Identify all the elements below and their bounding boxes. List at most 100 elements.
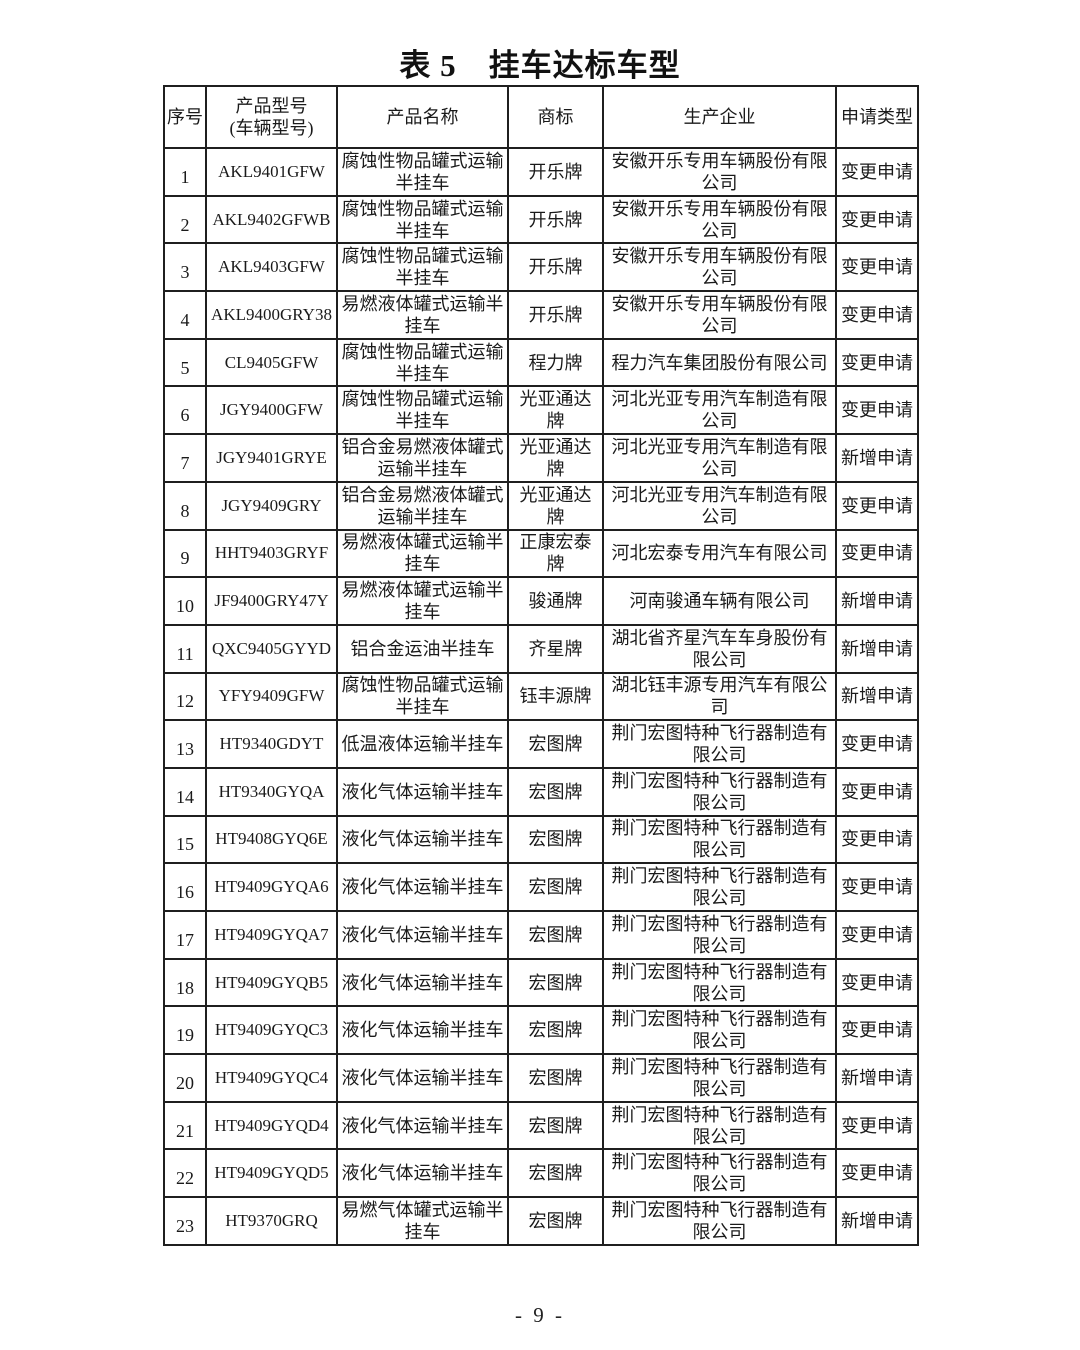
- name-cell: 液化气体运输半挂车: [336, 1148, 509, 1199]
- no-cell: 23: [163, 1196, 207, 1246]
- no-cell: 2: [163, 194, 207, 245]
- apply_type-cell: 变更申请: [835, 480, 919, 531]
- apply_type-cell: 变更申请: [835, 862, 919, 912]
- manufacturer-cell: 荆门宏图特种飞行器制造有限公司: [602, 862, 837, 912]
- name-cell: 腐蚀性物品罐式运输半挂车: [336, 385, 509, 436]
- table-row: 13 HT9340GDYT 低温液体运输半挂车 宏图牌 荆门宏图特种飞行器制造有限公司变…: [163, 719, 919, 769]
- no-cell: 18: [163, 957, 207, 1008]
- apply_type-cell: 新增申请: [835, 1053, 919, 1103]
- brand-cell: 光亚通达牌: [507, 433, 604, 483]
- model-cell: HT9409GYQC4: [205, 1053, 338, 1103]
- manufacturer-cell: 安徽开乐专用车辆股份有限公司: [602, 147, 837, 197]
- name-cell: 铝合金运油半挂车: [336, 623, 509, 674]
- apply_type-cell: 变更申请: [835, 1148, 919, 1199]
- apply_type-cell: 变更申请: [835, 719, 919, 769]
- manufacturer-cell: 荆门宏图特种飞行器制造有限公司: [602, 957, 837, 1008]
- apply_type-cell: 新增申请: [835, 576, 919, 626]
- table-body: 1 AKL9401GFW 腐蚀性物品罐式运输半挂车 开乐牌 安徽开乐专用车辆股份有限公司…: [163, 147, 919, 1246]
- table-row: 20 HT9409GYQC4 液化气体运输半挂车 宏图牌 荆门宏图特种飞行器制造有限公司…: [163, 1053, 919, 1103]
- apply_type-cell: 变更申请: [835, 385, 919, 436]
- manufacturer-cell: 湖北钰丰源专用汽车有限公司: [602, 671, 837, 722]
- brand-cell: 宏图牌: [507, 766, 604, 817]
- model-cell: HHT9403GRYF: [205, 528, 338, 579]
- manufacturer-cell: 河北宏泰专用汽车有限公司: [602, 528, 837, 579]
- apply_type-cell: 变更申请: [835, 337, 919, 388]
- brand-cell: 光亚通达牌: [507, 480, 604, 531]
- name-cell: 腐蚀性物品罐式运输半挂车: [336, 147, 509, 197]
- model-cell: HT9409GYQB5: [205, 957, 338, 1008]
- apply_type-cell: 新增申请: [835, 433, 919, 483]
- brand-cell: 程力牌: [507, 337, 604, 388]
- name-cell: 易燃液体罐式运输半挂车: [336, 528, 509, 579]
- table-row: 17 HT9409GYQA7 液化气体运输半挂车 宏图牌 荆门宏图特种飞行器制造有限公司…: [163, 910, 919, 960]
- name-cell: 易燃液体罐式运输半挂车: [336, 290, 509, 340]
- column-header-manufacturer: 生产企业: [602, 85, 837, 149]
- manufacturer-cell: 程力汽车集团股份有限公司: [602, 337, 837, 388]
- table-row: 11 QXC9405GYYD 铝合金运油半挂车 齐星牌 湖北省齐星汽车车身股份有限公司新…: [163, 623, 919, 674]
- column-header-brand: 商标: [507, 85, 604, 149]
- model-cell: AKL9401GFW: [205, 147, 338, 197]
- apply_type-cell: 变更申请: [835, 957, 919, 1008]
- name-cell: 液化气体运输半挂车: [336, 862, 509, 912]
- model-cell: YFY9409GFW: [205, 671, 338, 722]
- model-cell: HT9370GRQ: [205, 1196, 338, 1246]
- table-row: 19 HT9409GYQC3 液化气体运输半挂车 宏图牌 荆门宏图特种飞行器制造有限公司…: [163, 1005, 919, 1056]
- no-cell: 12: [163, 671, 207, 722]
- name-cell: 液化气体运输半挂车: [336, 1005, 509, 1056]
- column-header-name: 产品名称: [336, 85, 509, 149]
- model-cell: JGY9400GFW: [205, 385, 338, 436]
- manufacturer-cell: 荆门宏图特种飞行器制造有限公司: [602, 1196, 837, 1246]
- name-cell: 铝合金易燃液体罐式运输半挂车: [336, 480, 509, 531]
- table-row: 16 HT9409GYQA6 液化气体运输半挂车 宏图牌 荆门宏图特种飞行器制造有限公司…: [163, 862, 919, 912]
- name-cell: 腐蚀性物品罐式运输半挂车: [336, 194, 509, 245]
- no-cell: 7: [163, 433, 207, 483]
- manufacturer-cell: 河北光亚专用汽车制造有限公司: [602, 385, 837, 436]
- manufacturer-cell: 荆门宏图特种飞行器制造有限公司: [602, 1148, 837, 1199]
- table-row: 9 HHT9403GRYF 易燃液体罐式运输半挂车 正康宏泰牌 河北宏泰专用汽车有限公司…: [163, 528, 919, 579]
- model-cell: AKL9403GFW: [205, 242, 338, 293]
- no-cell: 20: [163, 1053, 207, 1103]
- no-cell: 11: [163, 623, 207, 674]
- no-cell: 6: [163, 385, 207, 436]
- model-cell: HT9409GYQC3: [205, 1005, 338, 1056]
- apply_type-cell: 变更申请: [835, 147, 919, 197]
- no-cell: 9: [163, 528, 207, 579]
- brand-cell: 钰丰源牌: [507, 671, 604, 722]
- apply_type-cell: 变更申请: [835, 194, 919, 245]
- manufacturer-cell: 荆门宏图特种飞行器制造有限公司: [602, 1053, 837, 1103]
- model-cell: QXC9405GYYD: [205, 623, 338, 674]
- name-cell: 腐蚀性物品罐式运输半挂车: [336, 337, 509, 388]
- no-cell: 13: [163, 719, 207, 769]
- manufacturer-cell: 安徽开乐专用车辆股份有限公司: [602, 194, 837, 245]
- column-header-no: 序号: [163, 85, 207, 149]
- apply_type-cell: 变更申请: [835, 1005, 919, 1056]
- apply_type-cell: 变更申请: [835, 290, 919, 340]
- model-cell: HT9340GDYT: [205, 719, 338, 769]
- brand-cell: 宏图牌: [507, 910, 604, 960]
- table-row: 21 HT9409GYQD4 液化气体运输半挂车 宏图牌 荆门宏图特种飞行器制造有限公司…: [163, 1100, 919, 1151]
- name-cell: 腐蚀性物品罐式运输半挂车: [336, 671, 509, 722]
- brand-cell: 骏通牌: [507, 576, 604, 626]
- name-cell: 低温液体运输半挂车: [336, 719, 509, 769]
- no-cell: 22: [163, 1148, 207, 1199]
- brand-cell: 开乐牌: [507, 147, 604, 197]
- manufacturer-cell: 荆门宏图特种飞行器制造有限公司: [602, 719, 837, 769]
- manufacturer-cell: 荆门宏图特种飞行器制造有限公司: [602, 766, 837, 817]
- name-cell: 液化气体运输半挂车: [336, 814, 509, 865]
- apply_type-cell: 变更申请: [835, 910, 919, 960]
- no-cell: 19: [163, 1005, 207, 1056]
- brand-cell: 宏图牌: [507, 814, 604, 865]
- brand-cell: 光亚通达牌: [507, 385, 604, 436]
- name-cell: 易燃气体罐式运输半挂车: [336, 1196, 509, 1246]
- table-row: 5 CL9405GFW 腐蚀性物品罐式运输半挂车 程力牌 程力汽车集团股份有限公司 变更申…: [163, 337, 919, 388]
- no-cell: 10: [163, 576, 207, 626]
- manufacturer-cell: 荆门宏图特种飞行器制造有限公司: [602, 1005, 837, 1056]
- name-cell: 腐蚀性物品罐式运输半挂车: [336, 242, 509, 293]
- name-cell: 液化气体运输半挂车: [336, 957, 509, 1008]
- brand-cell: 宏图牌: [507, 1005, 604, 1056]
- brand-cell: 宏图牌: [507, 1053, 604, 1103]
- table-row: 10 JF9400GRY47Y 易燃液体罐式运输半挂车 骏通牌 河南骏通车辆有限公司 新增…: [163, 576, 919, 626]
- brand-cell: 开乐牌: [507, 290, 604, 340]
- apply_type-cell: 新增申请: [835, 623, 919, 674]
